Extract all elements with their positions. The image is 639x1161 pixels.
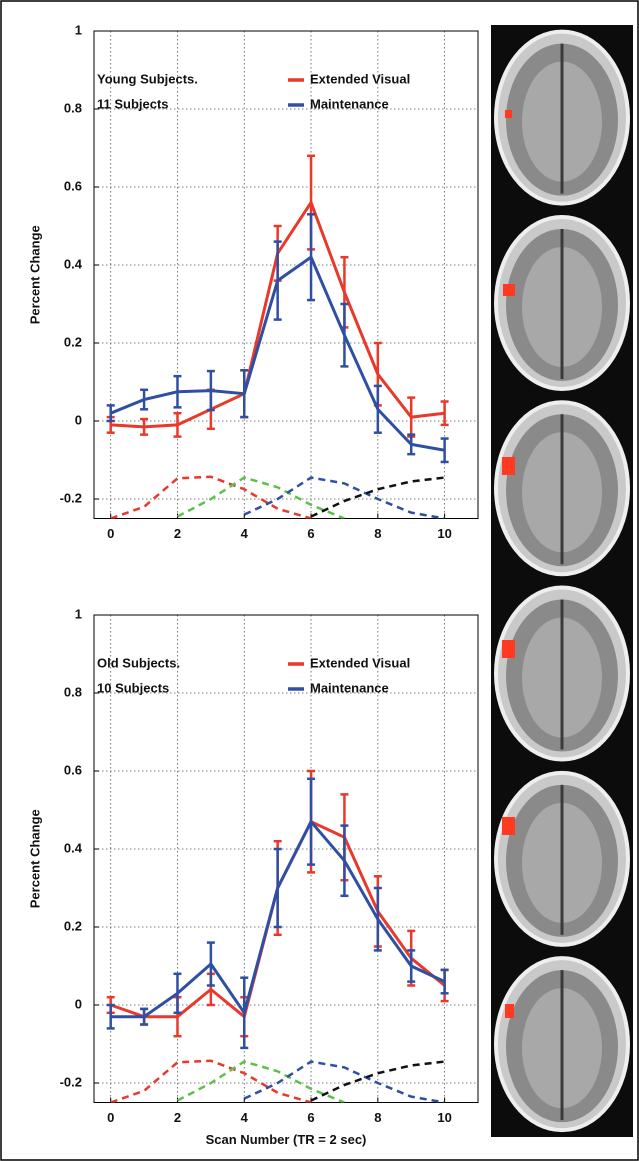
- reference-curve: [243, 1060, 445, 1103]
- x-tick-label: 0: [107, 526, 114, 541]
- y-tick-label: -0.2: [60, 1074, 82, 1089]
- annotation: 11 Subjects: [97, 96, 169, 111]
- error-bar: [173, 411, 182, 438]
- activation: [503, 284, 515, 296]
- x-tick-label: 2: [174, 1110, 181, 1125]
- error-bar: [407, 433, 416, 456]
- activation: [502, 640, 515, 658]
- error-bar: [173, 972, 182, 1015]
- y-tick-label: 0.6: [64, 762, 82, 777]
- y-tick-label: -0.2: [60, 490, 82, 505]
- error-bar: [307, 213, 316, 302]
- axes-box: [93, 614, 479, 1103]
- reference-curve: [110, 1059, 312, 1103]
- legend-label: Extended Visual: [310, 655, 410, 670]
- plot-area: [94, 615, 478, 1103]
- y-tick-label: 1: [75, 22, 82, 37]
- y-tick-label: 0: [75, 412, 82, 427]
- brain-images: [491, 25, 633, 1137]
- y-tick-label: 0.2: [64, 334, 82, 349]
- reference-curve: [243, 476, 445, 519]
- y-tick-label: 0.4: [64, 840, 83, 855]
- x-tick-label: 8: [374, 1110, 381, 1125]
- y-tick-label: 0.8: [64, 100, 82, 115]
- x-tick-label: 10: [437, 1110, 451, 1125]
- y-tick-label: 0.8: [64, 684, 82, 699]
- annotation: Young Subjects.: [97, 71, 198, 86]
- error-bar: [106, 1003, 115, 1030]
- x-tick-label: 0: [107, 1110, 114, 1125]
- x-tick-label: 2: [174, 526, 181, 541]
- y-axis-label: Percent Change: [27, 225, 42, 324]
- error-bar: [140, 388, 149, 411]
- error-bar: [307, 777, 316, 866]
- error-bar: [206, 369, 215, 412]
- error-bar: [440, 437, 449, 464]
- annotation: 10 Subjects: [97, 680, 169, 695]
- error-bar: [440, 968, 449, 995]
- legend-label: Maintenance: [310, 680, 389, 695]
- error-bar: [273, 240, 282, 321]
- x-tick-label: 6: [307, 526, 314, 541]
- activation: [502, 817, 515, 835]
- y-tick-label: 0.2: [64, 918, 82, 933]
- reference-curve: [310, 476, 445, 518]
- error-bar: [173, 374, 182, 409]
- legend-label: Maintenance: [310, 96, 389, 111]
- y-tick-label: 0.4: [64, 256, 83, 271]
- error-bar: [407, 949, 416, 983]
- x-tick-label: 4: [241, 526, 249, 541]
- error-bar: [340, 824, 349, 898]
- x-tick-label: 10: [437, 526, 451, 541]
- annotation: Old Subjects.: [97, 655, 180, 670]
- y-axis-label: Percent Change: [27, 809, 42, 908]
- error-bar: [373, 384, 382, 434]
- reference-curve: [310, 1060, 445, 1102]
- error-bar: [106, 404, 115, 423]
- error-bar: [340, 302, 349, 368]
- y-tick-label: 1: [75, 606, 82, 621]
- error-bar: [273, 847, 282, 929]
- x-tick-label: 6: [307, 1110, 314, 1125]
- error-bar: [240, 369, 249, 419]
- error-bar: [140, 417, 149, 436]
- error-bar: [140, 1007, 149, 1026]
- y-tick-label: 0: [75, 996, 82, 1011]
- image-strip: [491, 25, 633, 1137]
- x-axis-label: Scan Number (TR = 2 sec): [206, 1132, 367, 1147]
- y-tick-label: 0.6: [64, 178, 82, 193]
- error-bar: [373, 886, 382, 952]
- error-bar: [240, 976, 249, 1050]
- activation: [505, 110, 512, 118]
- error-bar: [440, 400, 449, 427]
- x-tick-label: 8: [374, 526, 381, 541]
- reference-curve: [110, 475, 312, 519]
- x-tick-label: 4: [241, 1110, 249, 1125]
- axes-box: [93, 30, 479, 519]
- legend-label: Extended Visual: [310, 71, 410, 86]
- activation: [505, 1004, 514, 1018]
- activation: [502, 457, 515, 475]
- error-bar: [206, 941, 215, 987]
